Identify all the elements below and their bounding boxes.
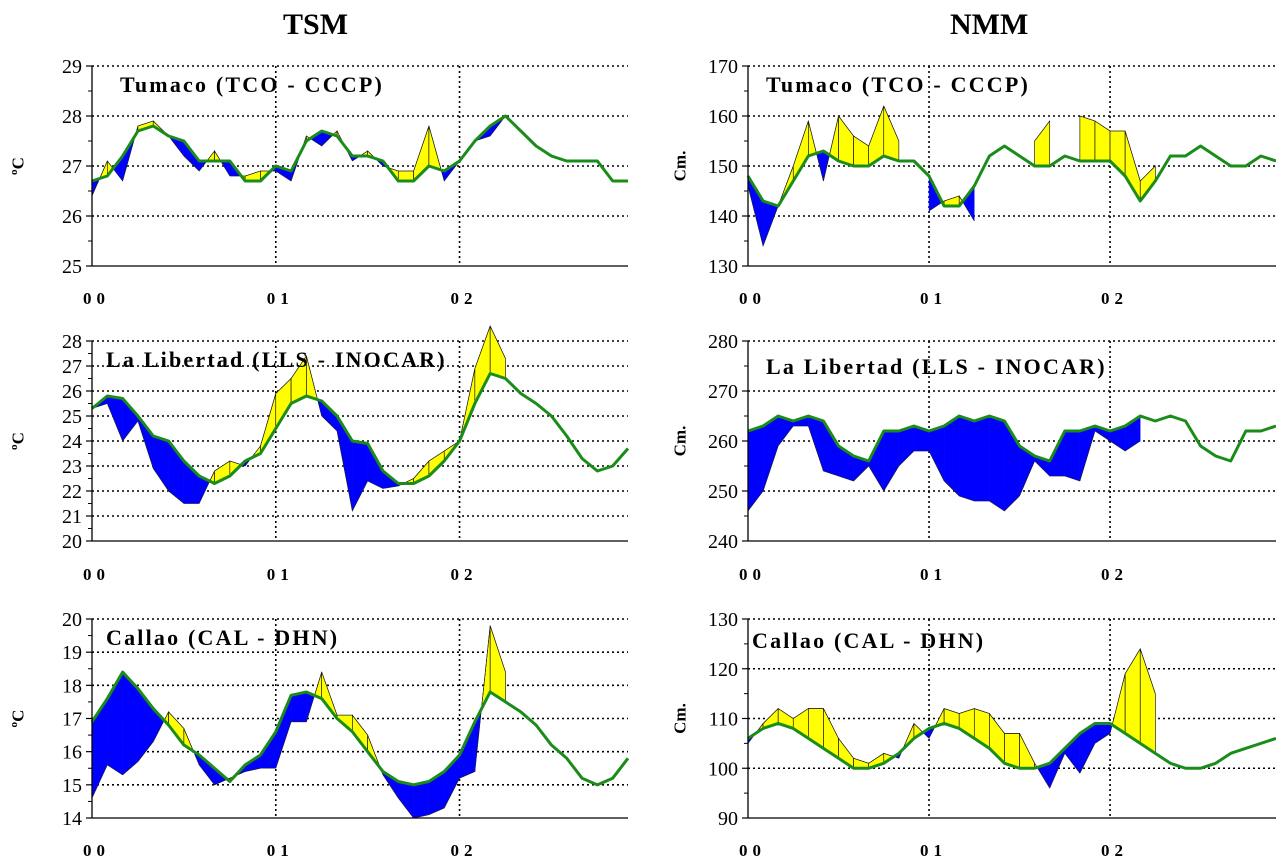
- y-tick-label: 130: [708, 256, 738, 278]
- y-axis-title: ºC: [9, 710, 28, 728]
- station-title: La Libertad (LLS - INOCAR): [106, 347, 447, 372]
- observed-line: [747, 648, 1156, 789]
- y-tick-label: 27: [62, 156, 82, 178]
- y-tick-label: 240: [708, 531, 738, 553]
- y-tick-label: 100: [708, 758, 738, 780]
- y-tick-label: 170: [708, 56, 738, 78]
- y-tick-label: 26: [62, 206, 82, 228]
- y-tick-label: 130: [708, 609, 738, 631]
- y-axis-title: Cm.: [671, 151, 690, 182]
- x-tick-label: 01: [267, 289, 294, 308]
- y-axis-title: ºC: [9, 432, 28, 450]
- header-nmm: NMM: [950, 8, 1029, 41]
- climatology-line: [91, 372, 630, 485]
- x-tick-label: 02: [1101, 841, 1128, 860]
- y-tick-label: 140: [708, 206, 738, 228]
- y-tick-label: 21: [62, 506, 82, 528]
- y-axis-title: Cm.: [671, 703, 690, 734]
- y-tick-label: 15: [62, 775, 82, 797]
- x-tick-label: 00: [739, 289, 766, 308]
- y-tick-label: 110: [709, 709, 738, 731]
- anomaly-positive-area: [1019, 733, 1035, 769]
- x-tick-label: 00: [739, 841, 766, 860]
- station-title: La Libertad (LLS - INOCAR): [766, 354, 1107, 379]
- x-tick-label: 00: [83, 289, 110, 308]
- climatology-line: [747, 721, 1276, 770]
- y-tick-label: 250: [708, 481, 738, 503]
- x-tick-label: 00: [739, 565, 766, 584]
- y-tick-label: 22: [62, 481, 82, 503]
- station-title: Callao (CAL - DHN): [106, 625, 339, 650]
- y-axis-title: Cm.: [671, 426, 690, 457]
- y-tick-label: 150: [708, 156, 738, 178]
- y-tick-label: 26: [62, 381, 82, 403]
- header-tsm: TSM: [283, 8, 349, 41]
- y-tick-label: 25: [62, 406, 82, 428]
- observed-line: [91, 325, 506, 512]
- climatology-line: [747, 414, 1276, 463]
- station-title: Tumaco (TCO - CCCP): [120, 72, 384, 97]
- anomaly-positive-area: [1139, 648, 1156, 754]
- y-tick-label: 14: [62, 808, 82, 830]
- y-tick-label: 28: [62, 106, 82, 128]
- y-tick-label: 27: [62, 356, 82, 378]
- y-tick-label: 160: [708, 106, 738, 128]
- y-tick-label: 280: [708, 331, 738, 353]
- y-tick-label: 19: [62, 642, 82, 664]
- anomaly-negative-area: [1094, 723, 1111, 744]
- x-tick-label: 00: [83, 565, 110, 584]
- climatology-line: [91, 114, 628, 183]
- y-tick-label: 17: [62, 709, 82, 731]
- y-tick-label: 260: [708, 431, 738, 453]
- x-tick-label: 02: [451, 565, 478, 584]
- x-tick-label: 00: [83, 841, 110, 860]
- observed-line: [91, 625, 506, 819]
- x-tick-label: 01: [920, 565, 947, 584]
- y-tick-label: 24: [62, 431, 82, 453]
- y-tick-label: 20: [62, 609, 82, 631]
- climatology-line: [746, 144, 1276, 208]
- y-tick-label: 18: [62, 675, 82, 697]
- y-tick-label: 90: [718, 808, 738, 830]
- x-tick-label: 01: [920, 289, 947, 308]
- y-tick-label: 29: [62, 56, 82, 78]
- y-tick-label: 28: [62, 331, 82, 353]
- x-tick-label: 01: [267, 841, 294, 860]
- anomaly-positive-area: [1124, 647, 1141, 744]
- y-axis-title: ºC: [9, 157, 28, 175]
- y-tick-label: 120: [708, 659, 738, 681]
- x-tick-label: 02: [1101, 289, 1128, 308]
- x-tick-label: 02: [451, 841, 478, 860]
- y-tick-label: 270: [708, 381, 738, 403]
- station-title: Tumaco (TCO - CCCP): [766, 72, 1030, 97]
- x-tick-label: 01: [267, 565, 294, 584]
- x-tick-label: 02: [451, 289, 478, 308]
- observed-line: [747, 425, 1141, 512]
- climatology-line: [90, 670, 630, 787]
- y-tick-label: 23: [62, 456, 82, 478]
- y-tick-label: 16: [62, 742, 82, 764]
- y-tick-label: 25: [62, 256, 82, 278]
- x-tick-label: 02: [1101, 565, 1128, 584]
- station-title: Callao (CAL - DHN): [752, 628, 985, 653]
- observed-line: [747, 105, 1156, 248]
- x-tick-label: 01: [920, 841, 947, 860]
- y-tick-label: 20: [62, 531, 82, 553]
